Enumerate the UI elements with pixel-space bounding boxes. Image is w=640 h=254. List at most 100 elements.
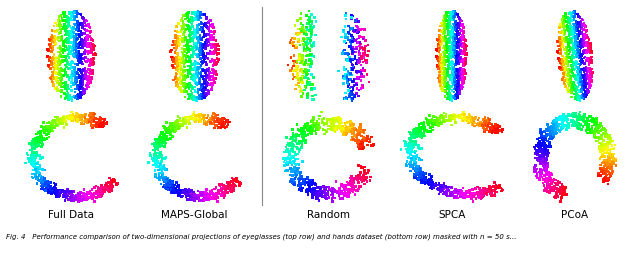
Point bbox=[77, 62, 87, 66]
Point bbox=[411, 140, 421, 144]
Point bbox=[570, 97, 580, 101]
Point bbox=[568, 120, 579, 124]
Point bbox=[412, 127, 422, 131]
Point bbox=[283, 156, 293, 160]
Point bbox=[199, 78, 209, 82]
Point bbox=[352, 30, 362, 34]
Point bbox=[557, 116, 568, 120]
Point bbox=[456, 29, 466, 33]
Point bbox=[418, 178, 428, 182]
Point bbox=[207, 24, 218, 28]
Point bbox=[603, 146, 613, 150]
Point bbox=[170, 123, 180, 128]
Point bbox=[470, 116, 481, 120]
Point bbox=[204, 52, 214, 56]
Point bbox=[564, 90, 574, 94]
Point bbox=[602, 162, 612, 166]
Point bbox=[286, 56, 296, 60]
Point bbox=[54, 194, 65, 198]
Point bbox=[603, 137, 613, 141]
Point bbox=[168, 187, 179, 192]
Point bbox=[542, 154, 552, 158]
Point bbox=[357, 129, 367, 133]
Point bbox=[335, 119, 345, 123]
Point bbox=[440, 88, 451, 92]
Point bbox=[42, 186, 52, 190]
Point bbox=[600, 132, 610, 136]
Point bbox=[282, 157, 292, 161]
Point bbox=[43, 131, 53, 135]
Point bbox=[92, 117, 102, 121]
Point bbox=[319, 129, 330, 133]
Point bbox=[573, 37, 583, 41]
Point bbox=[396, 148, 406, 152]
Point bbox=[584, 38, 594, 42]
Point bbox=[413, 165, 424, 169]
Point bbox=[200, 22, 211, 26]
Point bbox=[298, 60, 308, 65]
Point bbox=[165, 122, 175, 126]
Point bbox=[225, 181, 236, 185]
Point bbox=[445, 40, 455, 44]
Point bbox=[443, 81, 453, 85]
Point bbox=[572, 62, 582, 66]
Point bbox=[47, 80, 57, 84]
Point bbox=[342, 59, 353, 64]
Point bbox=[212, 49, 222, 53]
Point bbox=[189, 47, 199, 51]
Point bbox=[553, 126, 563, 130]
Point bbox=[205, 36, 215, 40]
Point bbox=[404, 152, 415, 156]
Point bbox=[558, 78, 568, 83]
Point bbox=[457, 52, 467, 56]
Point bbox=[303, 42, 314, 46]
Point bbox=[438, 64, 448, 68]
Point bbox=[88, 117, 99, 121]
Point bbox=[177, 194, 188, 198]
Point bbox=[419, 125, 429, 129]
Point bbox=[453, 84, 463, 88]
Point bbox=[345, 40, 355, 44]
Point bbox=[81, 60, 92, 64]
Point bbox=[51, 189, 61, 193]
Point bbox=[328, 120, 338, 124]
Point bbox=[410, 130, 420, 134]
Point bbox=[339, 192, 349, 196]
Point bbox=[217, 120, 227, 124]
Point bbox=[460, 38, 470, 42]
Point bbox=[559, 79, 570, 83]
Point bbox=[66, 198, 76, 202]
Point bbox=[566, 42, 576, 46]
Point bbox=[454, 115, 464, 119]
Point bbox=[162, 132, 172, 136]
Point bbox=[299, 129, 309, 133]
Point bbox=[321, 186, 331, 190]
Point bbox=[445, 11, 456, 15]
Point bbox=[44, 191, 54, 195]
Point bbox=[49, 41, 59, 45]
Point bbox=[433, 118, 444, 122]
Point bbox=[63, 192, 74, 196]
Point bbox=[38, 137, 48, 141]
Point bbox=[442, 85, 452, 89]
Point bbox=[63, 33, 74, 37]
Point bbox=[538, 139, 548, 143]
Point bbox=[448, 82, 458, 86]
Point bbox=[323, 124, 333, 129]
Point bbox=[69, 23, 79, 27]
Point bbox=[559, 24, 569, 28]
Point bbox=[445, 36, 456, 40]
Point bbox=[352, 129, 362, 133]
Point bbox=[346, 73, 356, 77]
Point bbox=[165, 128, 175, 132]
Point bbox=[536, 147, 546, 151]
Point bbox=[553, 40, 563, 44]
Point bbox=[33, 167, 43, 171]
Point bbox=[83, 51, 93, 55]
Point bbox=[430, 116, 440, 120]
Point bbox=[350, 128, 360, 132]
Point bbox=[74, 46, 84, 50]
Point bbox=[490, 127, 500, 131]
Point bbox=[51, 37, 61, 41]
Point bbox=[414, 157, 424, 161]
